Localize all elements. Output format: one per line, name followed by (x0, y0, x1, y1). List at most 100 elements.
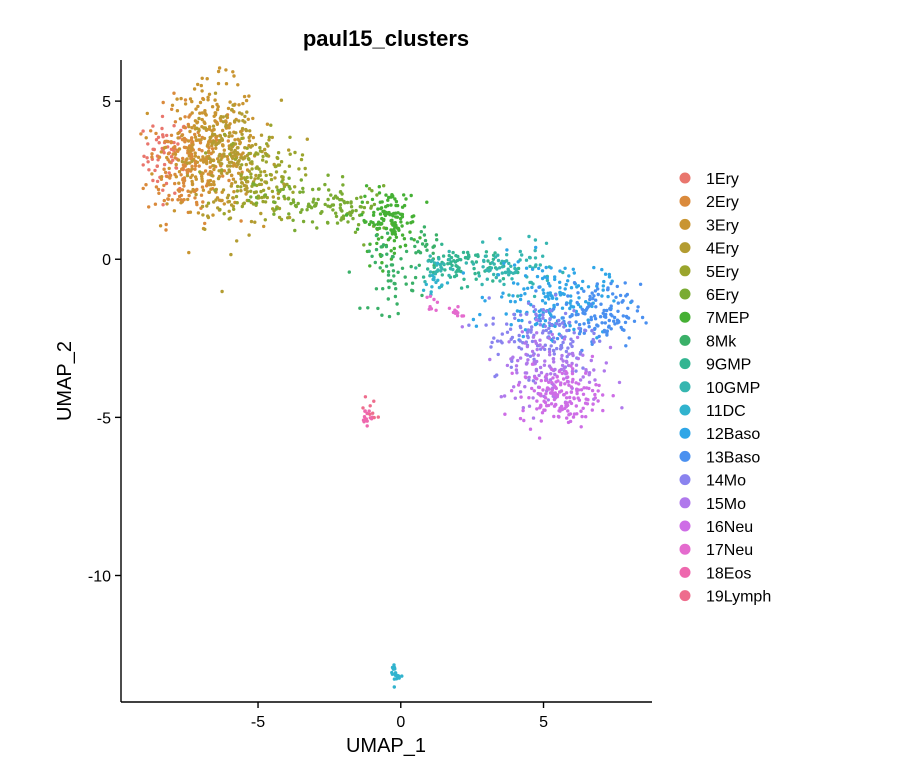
data-point (454, 309, 459, 314)
data-point (206, 143, 210, 147)
data-point (535, 407, 539, 411)
data-point (230, 108, 234, 112)
data-point (532, 357, 536, 361)
data-point (160, 126, 164, 131)
legend-label: 9GMP (706, 357, 751, 374)
data-point (217, 66, 222, 70)
data-point (535, 331, 539, 335)
data-point (203, 227, 207, 231)
data-point (375, 226, 379, 231)
data-point (244, 184, 248, 188)
data-point (370, 254, 374, 258)
data-point (574, 369, 578, 373)
data-point (412, 238, 416, 242)
data-point (612, 299, 616, 303)
data-point (394, 203, 398, 208)
data-point (183, 102, 188, 106)
data-point (549, 344, 553, 348)
data-point (193, 164, 198, 168)
data-point (405, 221, 409, 225)
data-point (161, 133, 165, 137)
data-point (263, 147, 267, 152)
legend: 1Ery 2Ery 3Ery 4Ery 5Ery 6Ery 7MEP 8Mk 9GMP 10GMP… (679, 171, 771, 606)
data-point (554, 293, 558, 297)
data-point (236, 83, 240, 87)
data-point (557, 318, 561, 323)
data-point (217, 198, 222, 202)
data-point (592, 265, 596, 270)
data-point (371, 213, 376, 217)
data-point (601, 408, 605, 413)
data-point (340, 216, 344, 220)
legend-label: 18Eos (706, 565, 751, 582)
data-point (182, 125, 187, 130)
data-point (565, 371, 569, 375)
series-5Ery (198, 123, 308, 222)
data-point (269, 123, 273, 127)
data-point (365, 411, 369, 416)
data-point (591, 296, 595, 301)
data-point (288, 152, 292, 156)
data-point (420, 242, 425, 246)
data-point (440, 273, 444, 277)
data-point (576, 396, 580, 400)
data-point (207, 92, 212, 97)
data-point (474, 324, 479, 328)
data-point (519, 313, 523, 317)
data-point (393, 221, 397, 225)
data-point (543, 343, 547, 347)
data-point (611, 292, 615, 296)
data-point (235, 184, 240, 189)
data-point (362, 243, 366, 247)
data-point (550, 391, 554, 395)
data-point (609, 304, 613, 308)
data-point (527, 404, 532, 408)
data-point (532, 294, 537, 299)
legend-marker (679, 497, 691, 509)
data-point (164, 139, 169, 143)
data-point (555, 375, 559, 379)
data-point (482, 259, 486, 264)
data-point (596, 389, 600, 393)
data-point (592, 331, 596, 336)
data-point (432, 265, 436, 270)
data-point (533, 322, 538, 327)
data-point (517, 333, 521, 338)
data-point (580, 307, 584, 311)
data-point (305, 208, 309, 212)
data-point (491, 279, 495, 283)
data-point (399, 220, 403, 224)
data-point (584, 371, 588, 375)
data-point (432, 261, 437, 265)
data-point (575, 285, 579, 289)
data-point (398, 245, 402, 249)
data-point (555, 395, 559, 399)
data-point (635, 309, 640, 313)
data-point (547, 326, 551, 330)
data-point (249, 195, 253, 199)
data-point (456, 305, 460, 309)
data-point (552, 349, 556, 353)
data-point (588, 297, 592, 302)
data-point (516, 383, 521, 387)
legend-marker (679, 381, 691, 393)
data-point (384, 205, 388, 209)
data-point (413, 244, 417, 249)
data-point (615, 284, 619, 289)
data-point (531, 416, 536, 420)
data-point (387, 285, 391, 290)
data-point (562, 393, 566, 397)
data-point (550, 332, 554, 337)
data-point (220, 289, 224, 294)
data-point (154, 185, 159, 189)
data-point (547, 336, 552, 340)
data-point (512, 340, 517, 344)
data-point (541, 308, 545, 312)
data-point (200, 111, 204, 115)
data-point (186, 189, 190, 193)
data-point (161, 203, 165, 207)
data-point (213, 111, 217, 115)
data-point (247, 198, 251, 203)
data-point (511, 281, 516, 285)
data-point (567, 383, 571, 387)
